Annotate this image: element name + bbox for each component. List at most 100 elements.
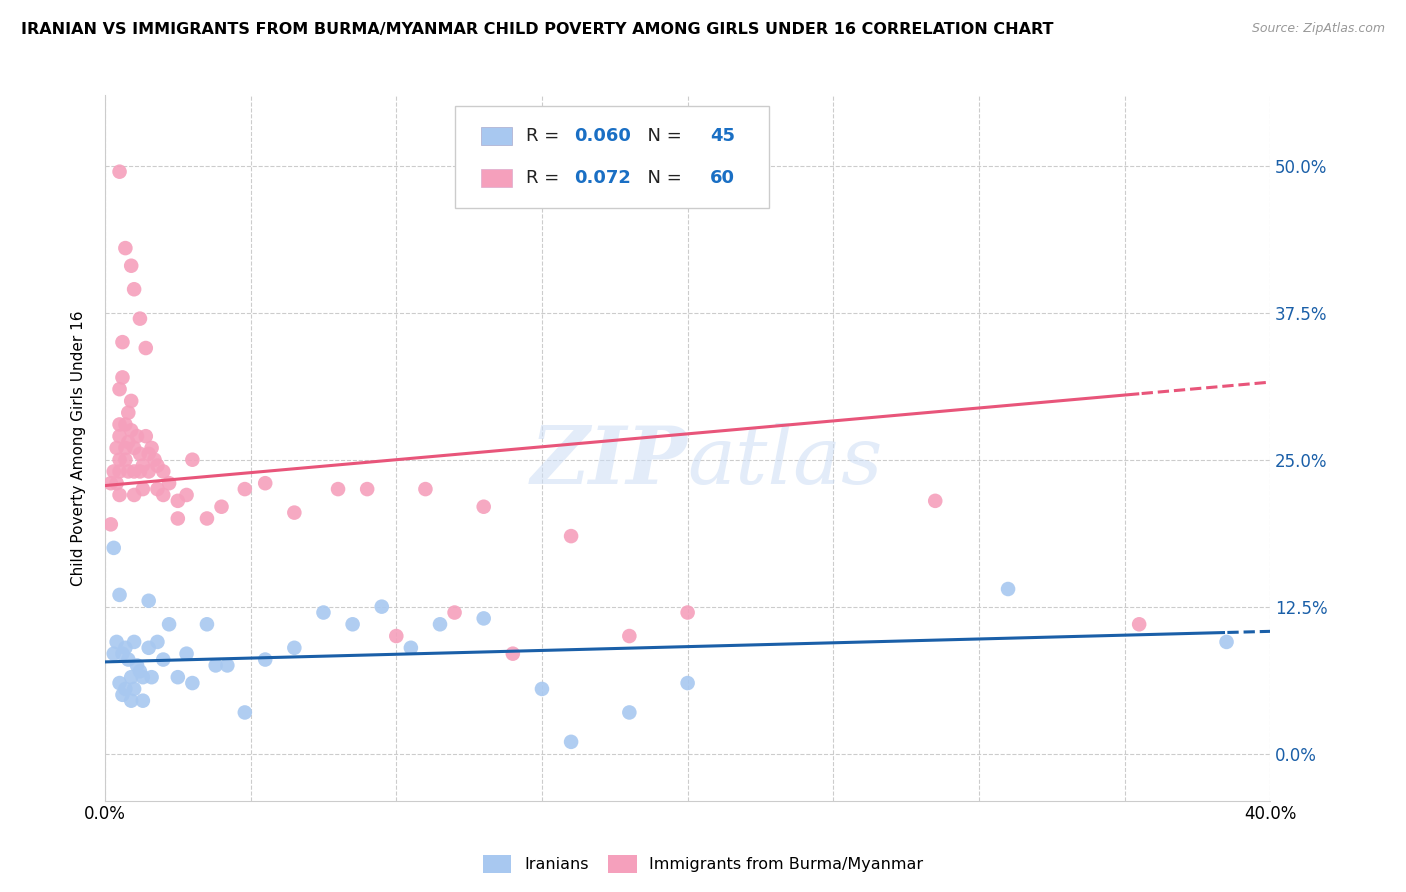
Text: IRANIAN VS IMMIGRANTS FROM BURMA/MYANMAR CHILD POVERTY AMONG GIRLS UNDER 16 CORR: IRANIAN VS IMMIGRANTS FROM BURMA/MYANMAR… — [21, 22, 1053, 37]
Point — [415, 482, 437, 496]
Point — [129, 465, 152, 479]
Point — [157, 617, 180, 632]
Point — [217, 658, 239, 673]
Point — [138, 465, 160, 479]
Point — [114, 640, 136, 655]
Point — [312, 606, 335, 620]
Point — [108, 164, 131, 178]
Point — [233, 706, 256, 720]
Text: R =: R = — [526, 169, 565, 187]
Point — [166, 670, 188, 684]
Point — [120, 670, 142, 684]
Point — [122, 681, 145, 696]
Point — [120, 423, 142, 437]
Point — [129, 665, 152, 679]
Point — [326, 482, 349, 496]
Point — [114, 681, 136, 696]
Point — [108, 488, 131, 502]
Point — [132, 458, 155, 473]
Point — [100, 517, 122, 532]
Point — [122, 488, 145, 502]
Point — [204, 658, 226, 673]
Point — [125, 429, 148, 443]
Point — [103, 647, 125, 661]
Text: ZIP: ZIP — [530, 424, 688, 500]
Point — [122, 282, 145, 296]
Point — [129, 447, 152, 461]
Point — [619, 706, 641, 720]
Point — [472, 500, 495, 514]
Point — [114, 241, 136, 255]
Point — [111, 370, 134, 384]
Point — [560, 735, 582, 749]
Y-axis label: Child Poverty Among Girls Under 16: Child Poverty Among Girls Under 16 — [72, 310, 86, 586]
Point — [146, 482, 169, 496]
Point — [108, 417, 131, 432]
Point — [114, 441, 136, 455]
Text: atlas: atlas — [688, 424, 883, 500]
Point — [560, 529, 582, 543]
Point — [997, 582, 1019, 596]
FancyBboxPatch shape — [454, 106, 769, 208]
Point — [233, 482, 256, 496]
Point — [429, 617, 451, 632]
FancyBboxPatch shape — [481, 169, 512, 187]
Point — [157, 476, 180, 491]
Point — [619, 629, 641, 643]
Point — [138, 447, 160, 461]
Point — [105, 476, 128, 491]
Point — [1215, 635, 1237, 649]
Point — [443, 606, 465, 620]
Point — [371, 599, 394, 614]
Point — [1128, 617, 1150, 632]
Point — [385, 629, 408, 643]
Point — [103, 465, 125, 479]
Point — [195, 617, 218, 632]
Text: R =: R = — [526, 127, 565, 145]
Point — [138, 594, 160, 608]
Point — [132, 694, 155, 708]
Point — [195, 511, 218, 525]
Point — [108, 429, 131, 443]
Point — [138, 640, 160, 655]
Point — [166, 493, 188, 508]
Point — [120, 393, 142, 408]
Point — [166, 511, 188, 525]
Point — [108, 452, 131, 467]
Legend: Iranians, Immigrants from Burma/Myanmar: Iranians, Immigrants from Burma/Myanmar — [477, 848, 929, 880]
Point — [152, 652, 174, 666]
Point — [103, 541, 125, 555]
Point — [141, 670, 163, 684]
Text: 45: 45 — [710, 127, 735, 145]
Point — [141, 441, 163, 455]
Point — [100, 476, 122, 491]
Point — [105, 441, 128, 455]
Point — [283, 506, 305, 520]
Text: Source: ZipAtlas.com: Source: ZipAtlas.com — [1251, 22, 1385, 36]
Text: 0.060: 0.060 — [575, 127, 631, 145]
Point — [120, 694, 142, 708]
Point — [120, 259, 142, 273]
Point — [676, 676, 699, 690]
Point — [117, 435, 139, 450]
Point — [181, 676, 204, 690]
Point — [342, 617, 364, 632]
Point — [108, 676, 131, 690]
Point — [283, 640, 305, 655]
Point — [502, 647, 524, 661]
Point — [181, 452, 204, 467]
Point — [924, 493, 946, 508]
Point — [114, 417, 136, 432]
Point — [122, 635, 145, 649]
Point — [143, 452, 166, 467]
Point — [146, 635, 169, 649]
Point — [254, 652, 277, 666]
Point — [399, 640, 422, 655]
Point — [108, 465, 131, 479]
Point — [176, 647, 198, 661]
Point — [472, 611, 495, 625]
Point — [676, 606, 699, 620]
Text: N =: N = — [637, 169, 688, 187]
Point — [111, 647, 134, 661]
Text: 0.072: 0.072 — [575, 169, 631, 187]
